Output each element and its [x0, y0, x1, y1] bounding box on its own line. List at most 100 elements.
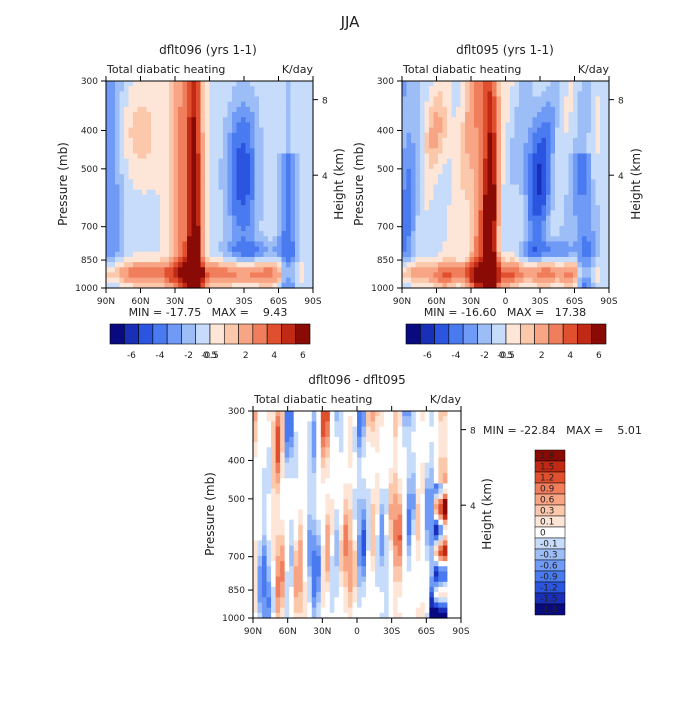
field-cell [380, 468, 385, 474]
field-cell [267, 478, 272, 484]
field-cell [519, 247, 524, 253]
field-cell [138, 107, 143, 113]
field-cell [330, 499, 335, 505]
field-cell [205, 143, 210, 149]
field-cell [120, 133, 125, 139]
field-cell [443, 174, 448, 180]
field-cell [232, 159, 237, 165]
field-cell [528, 241, 533, 247]
field-cell [497, 97, 502, 103]
field-cell [147, 236, 152, 242]
field-cell [330, 478, 335, 484]
field-cell [357, 458, 362, 464]
field-cell [219, 262, 224, 268]
field-cell [515, 267, 520, 273]
field-cell [456, 236, 461, 242]
field-cell [596, 159, 601, 165]
field-cell [452, 257, 457, 263]
field-cell [280, 571, 285, 577]
field-cell [339, 499, 344, 505]
field-cell [447, 226, 452, 232]
field-cell [187, 241, 192, 247]
field-cell [591, 179, 596, 185]
field-cell [416, 138, 421, 144]
field-cell [339, 432, 344, 438]
field-cell [277, 185, 282, 191]
field-cell [223, 236, 228, 242]
field-cell [461, 267, 466, 273]
field-cell [228, 262, 233, 268]
field-cell [183, 143, 188, 149]
field-cell [533, 216, 538, 222]
field-cell [366, 602, 371, 608]
field-cell [497, 159, 502, 165]
field-cell [533, 133, 538, 139]
field-cell [330, 597, 335, 603]
field-cell [253, 546, 258, 552]
field-cell [232, 153, 237, 159]
field-cell [264, 169, 269, 175]
field-cell [362, 515, 367, 521]
field-cell [280, 504, 285, 510]
field-cell [312, 582, 317, 588]
field-cell [156, 148, 161, 154]
field-cell [219, 185, 224, 191]
colorbar-swatch [463, 324, 477, 344]
field-cell [286, 169, 291, 175]
field-cell [232, 241, 237, 247]
field-cell [402, 190, 407, 196]
field-cell [106, 252, 111, 258]
field-cell [456, 179, 461, 185]
field-cell [280, 515, 285, 521]
field-cell [277, 257, 282, 263]
field-cell [461, 97, 466, 103]
field-cell [325, 597, 330, 603]
field-cell [343, 602, 348, 608]
field-cell [596, 164, 601, 170]
field-cell [294, 592, 299, 598]
field-cell [438, 210, 443, 216]
field-cell [223, 122, 228, 128]
field-cell [228, 278, 233, 284]
field-cell [546, 226, 551, 232]
field-cell [151, 81, 156, 87]
field-cell [578, 226, 583, 232]
field-cell [183, 133, 188, 139]
field-cell [196, 174, 201, 180]
field-cell [273, 278, 278, 284]
field-cell [429, 231, 434, 237]
field-cell [402, 272, 407, 278]
field-cell [183, 210, 188, 216]
field-cell [250, 143, 255, 149]
field-cell [196, 195, 201, 201]
field-cell [434, 102, 439, 108]
field-cell [537, 143, 542, 149]
field-cell [246, 272, 251, 278]
field-cell [183, 221, 188, 227]
field-cell [357, 556, 362, 562]
field-cell [443, 81, 448, 87]
panel-2-y2label: Height (km) [629, 148, 643, 219]
field-cell [564, 122, 569, 128]
field-cell [115, 143, 120, 149]
field-cell [515, 81, 520, 87]
panel-3-title: dflt096 - dflt095 [308, 373, 406, 387]
field-cell [289, 468, 294, 474]
field-cell [474, 267, 479, 273]
field-cell [564, 190, 569, 196]
field-cell [542, 247, 547, 253]
field-cell [416, 117, 421, 123]
field-cell [497, 91, 502, 97]
field-cell [282, 122, 287, 128]
field-cell [497, 164, 502, 170]
field-cell [533, 205, 538, 211]
field-cell [282, 148, 287, 154]
field-cell [416, 164, 421, 170]
field-cell [241, 231, 246, 237]
field-cell [524, 267, 529, 273]
field-cell [138, 278, 143, 284]
field-cell [286, 185, 291, 191]
field-cell [470, 138, 475, 144]
field-cell [169, 179, 174, 185]
field-cell [147, 267, 152, 273]
